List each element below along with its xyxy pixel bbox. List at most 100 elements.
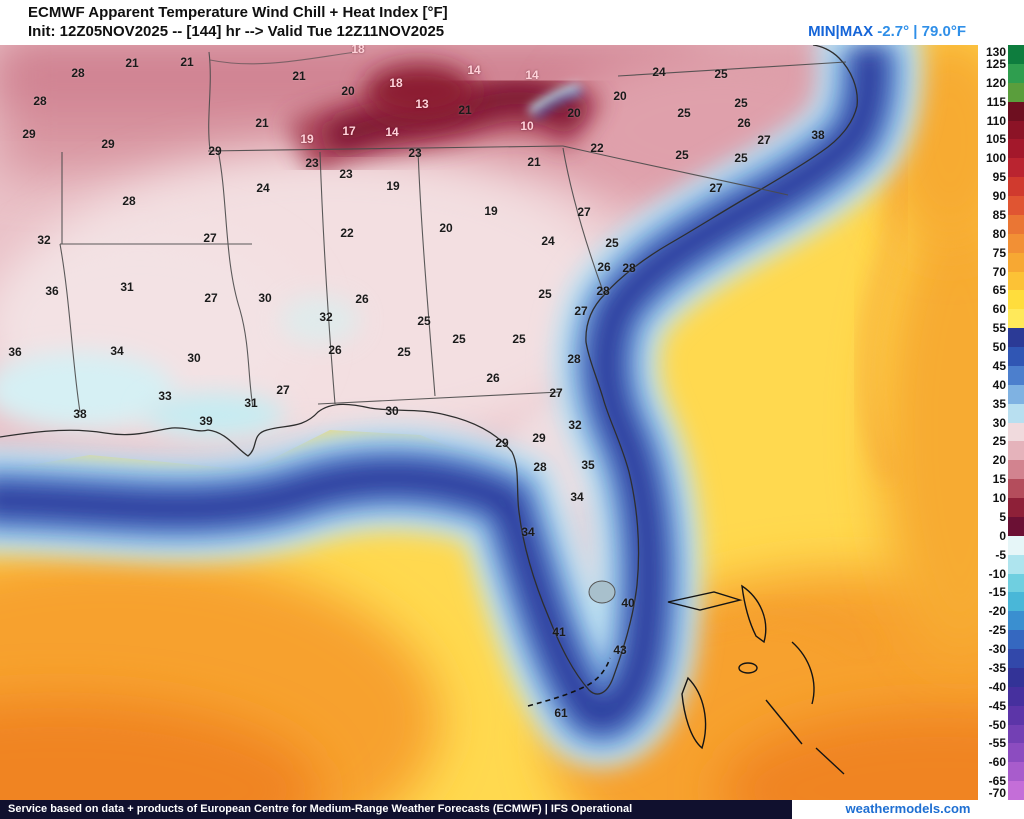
colorbar-segment — [1008, 403, 1024, 423]
colorbar-segment — [1008, 120, 1024, 140]
colorbar-segment — [1008, 649, 1024, 668]
colorbar-segment — [1008, 82, 1024, 102]
colorbar-segment — [1008, 498, 1024, 517]
attribution-bar: Service based on data + products of Euro… — [0, 800, 792, 819]
header: ECMWF Apparent Temperature Wind Chill + … — [0, 0, 1024, 45]
colorbar-tick-label: 40 — [992, 377, 1006, 392]
colorbar-tick-label: -35 — [988, 660, 1006, 675]
colorbar-tick-label: 85 — [992, 207, 1006, 222]
colorbar-segment — [1008, 743, 1024, 763]
colorbar-segment — [1008, 667, 1024, 687]
colorbar-tick-label: -10 — [988, 566, 1006, 581]
colorbar-segment — [1008, 460, 1024, 480]
footer: Service based on data + products of Euro… — [0, 800, 1024, 819]
colorbar-tick-label: -15 — [988, 585, 1006, 600]
colorbar-tick-label: 75 — [992, 245, 1006, 260]
colorbar-tick-label: -30 — [988, 642, 1006, 656]
temperature-field-svg — [0, 45, 978, 800]
colorbar-segment — [1008, 177, 1024, 196]
colorbar-tick-label: 80 — [992, 226, 1006, 241]
colorbar: 130 125 120 115 110 105 100 95 90 85 80 75 70 65 60 55 5… — [978, 45, 1024, 800]
minmax-value: -2.7° | 79.0°F — [873, 23, 966, 40]
colorbar-tick-label: 45 — [992, 358, 1006, 373]
colorbar-segment — [1008, 516, 1024, 536]
colorbar-tick-label: 100 — [985, 151, 1006, 166]
colorbar-segment — [1008, 535, 1024, 555]
map-title: ECMWF Apparent Temperature Wind Chill + … — [28, 4, 448, 21]
colorbar-segment — [1008, 290, 1024, 310]
colorbar-tick-label: 35 — [992, 396, 1006, 411]
minmax-readout: MIN|MAX -2.7° | 79.0°F — [808, 23, 966, 40]
colorbar-segment — [1008, 762, 1024, 782]
colorbar-tick-label: -55 — [988, 736, 1006, 751]
colorbar-segment — [1008, 686, 1024, 706]
colorbar-segment — [1008, 271, 1024, 291]
colorbar-tick-label: 90 — [992, 189, 1006, 203]
colorbar-tick-label: 105 — [985, 132, 1006, 147]
colorbar-tick-label: -45 — [988, 698, 1006, 713]
colorbar-tick-label: 30 — [992, 415, 1006, 430]
colorbar-tick-label: -20 — [988, 604, 1006, 619]
colorbar-tick-label: -25 — [988, 623, 1006, 638]
colorbar-tick-label: 15 — [992, 472, 1006, 487]
colorbar-segment — [1008, 252, 1024, 272]
colorbar-tick-label: -70 — [988, 786, 1006, 800]
florida-keys-line — [527, 657, 611, 707]
colorbar-segment — [1008, 233, 1024, 253]
colorbar-tick-label: -65 — [988, 774, 1006, 789]
colorbar-tick-label: 120 — [985, 75, 1006, 90]
colorbar-tick-label: 65 — [992, 283, 1006, 298]
colorbar-segment — [1008, 554, 1024, 574]
colorbar-segment — [1008, 101, 1024, 121]
colorbar-segment — [1008, 781, 1024, 800]
colorbar-segment — [1008, 479, 1024, 498]
colorbar-segment — [1008, 347, 1024, 366]
weathermodels-link[interactable]: weathermodels.com — [845, 801, 971, 816]
colorbar-segment — [1008, 309, 1024, 329]
bahamas-islands — [667, 584, 845, 775]
minmax-label: MIN|MAX — [808, 23, 874, 40]
colorbar-tick-label: 10 — [992, 491, 1006, 505]
colorbar-tick-label: 130 — [985, 45, 1006, 59]
lake-okeechobee — [588, 580, 616, 604]
colorbar-segment — [1008, 630, 1024, 649]
colorbar-segment — [1008, 422, 1024, 442]
colorbar-segment — [1008, 611, 1024, 631]
colorbar-segment — [1008, 705, 1024, 725]
colorbar-tick-label: 20 — [992, 453, 1006, 468]
colorbar-tick-label: -50 — [988, 717, 1006, 732]
coastline — [0, 45, 858, 695]
colorbar-segment — [1008, 139, 1024, 159]
colorbar-tick-label: -40 — [988, 679, 1006, 694]
colorbar-strip — [1008, 45, 1024, 800]
colorbar-tick-label: -5 — [995, 547, 1006, 562]
colorbar-labels: 130 125 120 115 110 105 100 95 90 85 80 75 70 65 60 55 5… — [978, 45, 1008, 800]
colorbar-tick-label: 125 — [985, 56, 1006, 71]
colorbar-tick-label: 50 — [992, 340, 1006, 354]
colorbar-tick-label: 5 — [999, 509, 1006, 524]
colorbar-tick-label: -60 — [988, 755, 1006, 770]
colorbar-segment — [1008, 384, 1024, 404]
colorbar-tick-label: 70 — [992, 264, 1006, 279]
map-init-valid-line: Init: 12Z05NOV2025 -- [144] hr --> Valid… — [28, 23, 445, 40]
colorbar-segment — [1008, 724, 1024, 744]
colorbar-segment — [1008, 441, 1024, 461]
colorbar-tick-label: 60 — [992, 302, 1006, 317]
brand-area: weathermodels.com — [792, 800, 1024, 819]
ocean-temperature-field — [0, 45, 978, 800]
colorbar-segment — [1008, 328, 1024, 347]
colorbar-segment — [1008, 573, 1024, 593]
colorbar-tick-label: 115 — [986, 94, 1006, 109]
colorbar-segment — [1008, 214, 1024, 234]
colorbar-segment — [1008, 365, 1024, 385]
colorbar-tick-label: 0 — [999, 528, 1006, 543]
colorbar-segment — [1008, 45, 1024, 64]
colorbar-tick-label: 25 — [992, 434, 1006, 449]
colorbar-tick-label: 95 — [992, 170, 1006, 185]
map-canvas — [0, 45, 978, 800]
colorbar-segment — [1008, 63, 1024, 83]
colorbar-segment — [1008, 592, 1024, 612]
state-borders — [59, 51, 847, 413]
colorbar-tick-label: 110 — [986, 113, 1006, 128]
